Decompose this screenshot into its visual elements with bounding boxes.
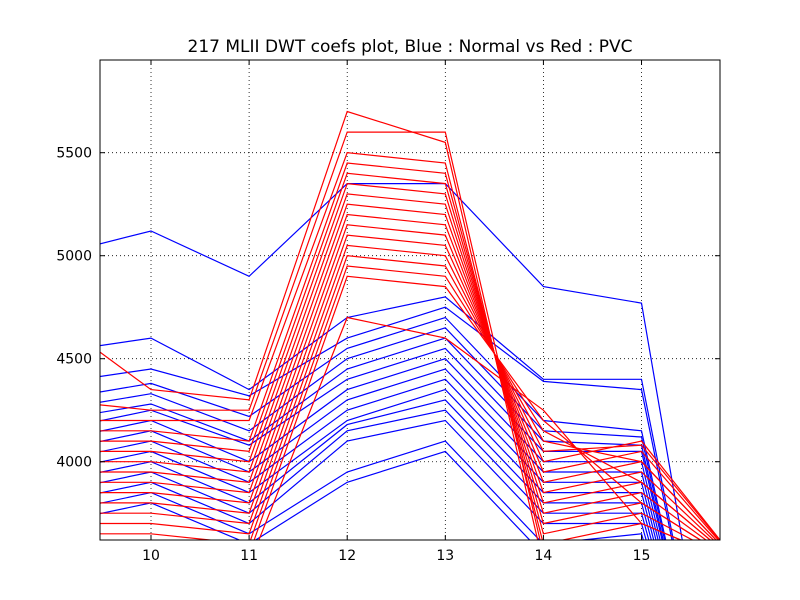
axis-layer: 10 11 12 13 14 15 4000 4500 5000 5500 <box>56 60 720 564</box>
x-tick-label: 15 <box>633 548 651 564</box>
series-layer <box>100 110 720 540</box>
series-line-pvc-28 <box>100 255 717 540</box>
series-line-normal-3 <box>100 316 667 540</box>
x-tick-label: 11 <box>240 548 258 564</box>
y-tick-label: 5000 <box>56 249 92 265</box>
series-line-normal-9 <box>100 378 657 540</box>
series-line-normal-6 <box>100 347 663 540</box>
chart-title: 217 MLII DWT coefs plot, Blue : Normal v… <box>188 37 633 57</box>
series-line-normal-13 <box>100 419 647 540</box>
series-line-normal-10 <box>100 388 655 540</box>
series-line-pvc-23 <box>100 203 715 540</box>
series-line-normal-7 <box>100 358 661 540</box>
x-tick-label: 13 <box>436 548 454 564</box>
series-line-pvc-27 <box>100 244 720 540</box>
series-line-normal-14 <box>100 440 644 540</box>
x-tick-label: 10 <box>142 548 160 564</box>
series-line-pvc-18 <box>100 152 683 540</box>
series-line-pvc-26 <box>100 234 720 540</box>
series-line-pvc-31 <box>258 316 683 540</box>
series-line-pvc-16 <box>100 110 539 540</box>
y-tick-label: 5500 <box>56 146 92 162</box>
series-line-normal-12 <box>100 409 650 540</box>
series-line-normal-0 <box>100 183 683 540</box>
series-line-pvc-19 <box>100 162 694 540</box>
x-tick-label: 12 <box>338 548 356 564</box>
x-tick-label: 14 <box>535 548 553 564</box>
series-line-normal-11 <box>100 399 652 540</box>
series-line-normal-4 <box>100 327 666 540</box>
series-line-normal-1 <box>100 296 674 540</box>
series-line-normal-2 <box>100 306 673 540</box>
series-line-normal-15 <box>100 450 531 540</box>
plot-frame <box>99 59 721 541</box>
series-line-pvc-30 <box>253 275 702 540</box>
series-line-normal-8 <box>100 368 659 540</box>
series-line-pvc-29 <box>100 265 712 540</box>
y-tick-label: 4000 <box>56 455 92 471</box>
series-line-pvc-24 <box>100 213 717 540</box>
series-line-pvc-21 <box>100 182 708 540</box>
series-line-pvc-22 <box>100 193 712 540</box>
series-line-pvc-25 <box>100 224 720 540</box>
y-tick-label: 4500 <box>56 352 92 368</box>
series-line-pvc-17 <box>100 131 541 540</box>
series-line-pvc-20 <box>100 172 702 540</box>
